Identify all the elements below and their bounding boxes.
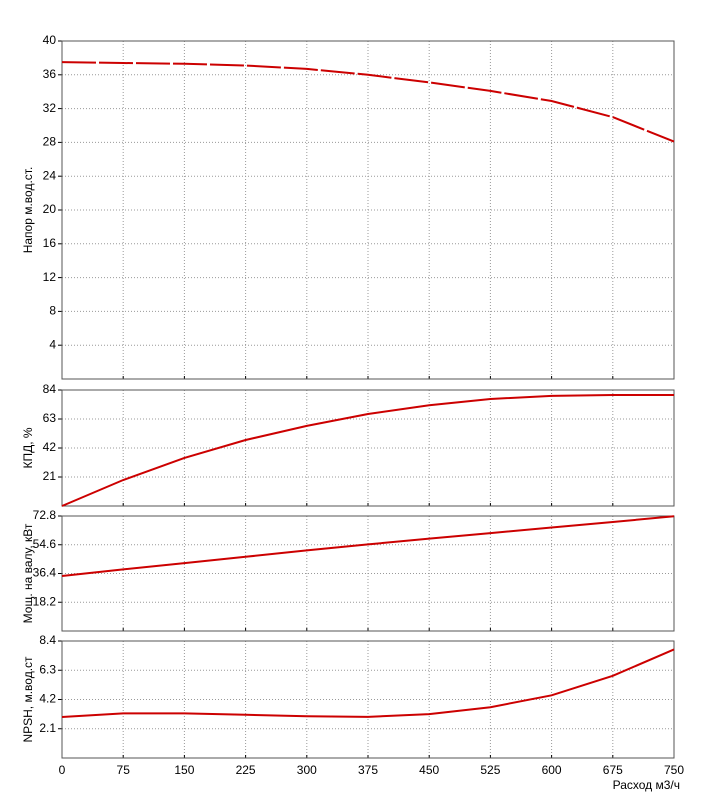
y-tick-label: 36.4 <box>33 566 57 580</box>
y-tick-label: 20 <box>43 202 57 216</box>
y-tick-label: 42 <box>43 440 57 454</box>
x-tick-label: 600 <box>542 763 562 777</box>
x-tick-label: 0 <box>59 763 66 777</box>
x-axis-label: Расход м3/ч <box>613 778 680 792</box>
data-line <box>61 61 675 143</box>
y-tick-label: 6.3 <box>39 662 56 676</box>
y-tick-label: 12 <box>43 270 57 284</box>
data-line <box>61 648 675 718</box>
y-tick-label: 72.8 <box>33 508 57 522</box>
y-axis-label: КПД, % <box>21 427 35 468</box>
plot-frame <box>61 389 675 507</box>
y-tick-label: 21 <box>43 469 57 483</box>
y-axis-label: Напор м.вод.ст. <box>21 167 35 254</box>
plot-frame <box>61 640 675 759</box>
y-axis-label: NPSH, м.вод.ст <box>21 656 35 743</box>
y-tick-label: 24 <box>43 168 57 182</box>
y-tick-label: 54.6 <box>33 537 57 551</box>
x-tick-label: 675 <box>603 763 623 777</box>
y-tick-label: 32 <box>43 101 57 115</box>
y-tick-label: 2.1 <box>39 721 56 735</box>
x-tick-label: 150 <box>174 763 194 777</box>
y-tick-label: 4.2 <box>39 692 56 706</box>
y-axis-label: Мощ. на валу, кВт <box>21 523 35 623</box>
y-tick-label: 18.2 <box>33 594 57 608</box>
y-tick-label: 84 <box>43 382 57 396</box>
y-tick-label: 16 <box>43 236 57 250</box>
x-tick-label: 375 <box>358 763 378 777</box>
x-tick-label: 525 <box>480 763 500 777</box>
data-line <box>61 394 674 507</box>
data-line <box>61 515 675 577</box>
x-tick-label: 225 <box>236 763 256 777</box>
x-tick-label: 300 <box>297 763 317 777</box>
y-tick-label: 8.4 <box>39 633 56 647</box>
x-tick-label: 450 <box>419 763 439 777</box>
y-tick-label: 63 <box>43 411 57 425</box>
y-tick-label: 40 <box>43 33 57 47</box>
y-tick-label: 36 <box>43 67 57 81</box>
x-tick-label: 750 <box>664 763 684 777</box>
plot-frame <box>61 515 675 632</box>
plot-frame <box>61 40 675 380</box>
y-tick-label: 28 <box>43 135 57 149</box>
y-tick-label: 8 <box>49 304 56 318</box>
y-tick-label: 4 <box>49 337 56 351</box>
x-tick-label: 75 <box>117 763 131 777</box>
